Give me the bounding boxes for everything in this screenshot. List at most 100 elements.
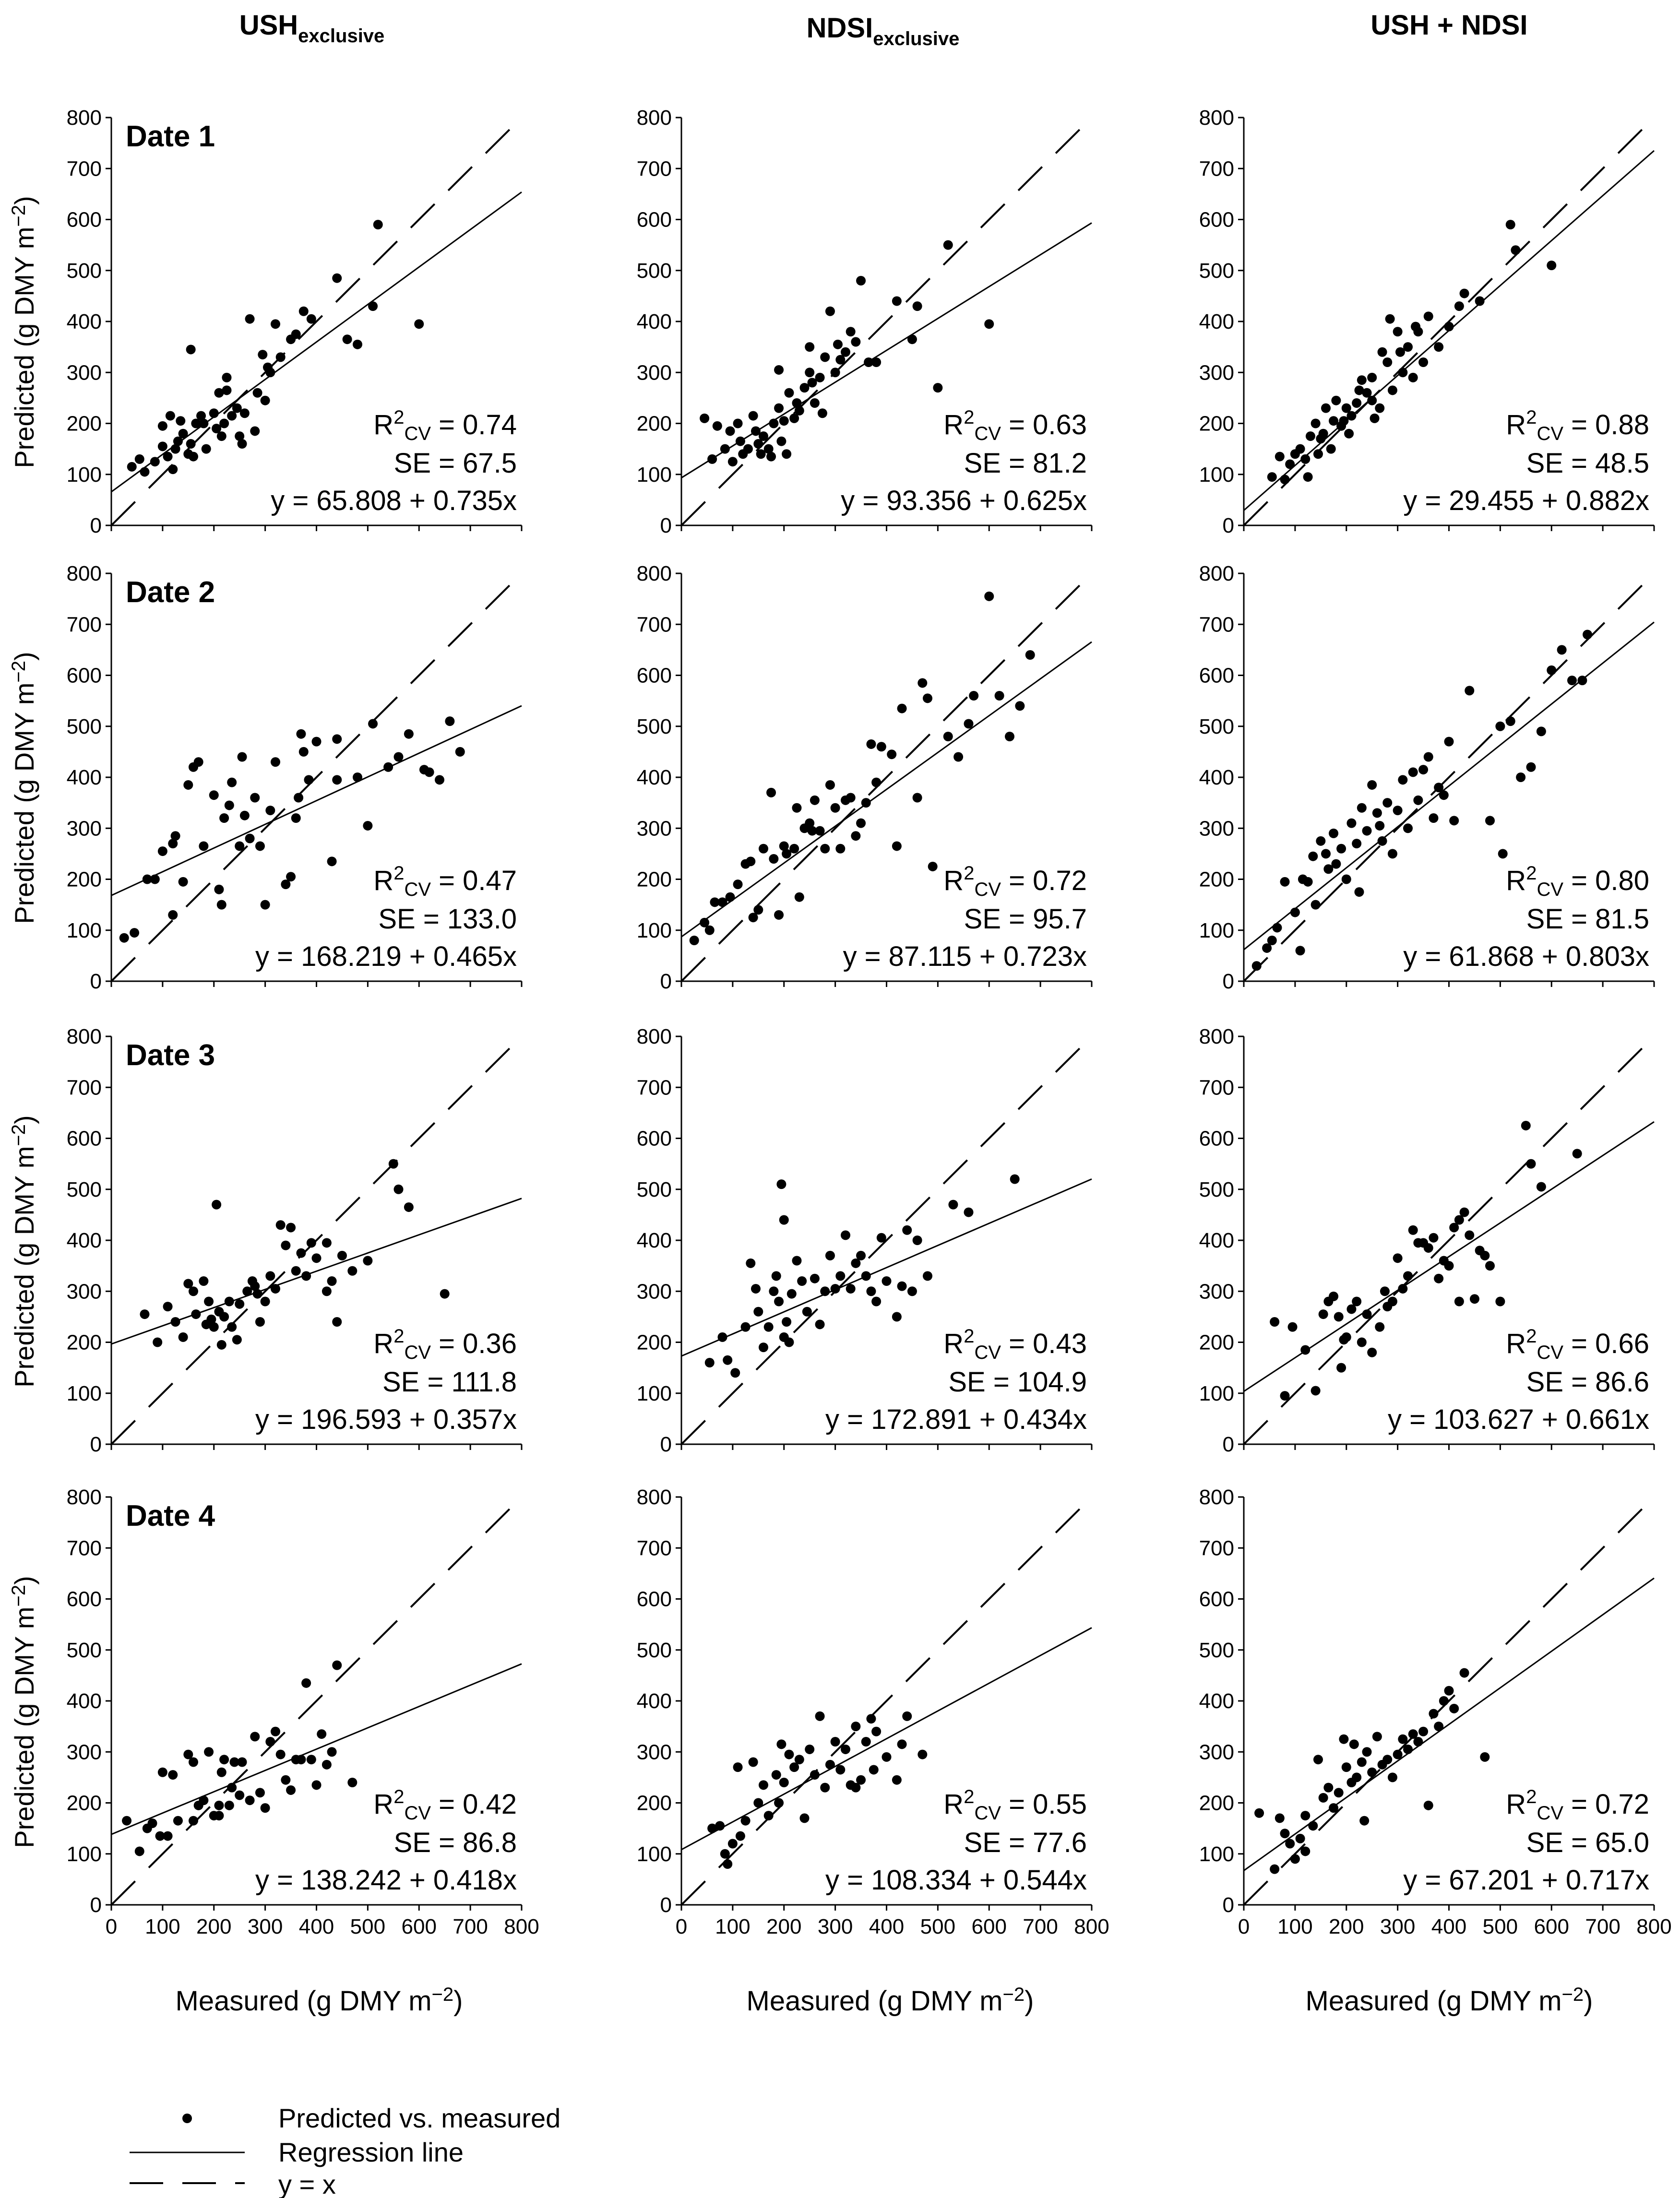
data-point — [1395, 347, 1405, 357]
data-point — [835, 355, 846, 365]
y-tick-label: 600 — [637, 664, 672, 688]
data-point — [214, 884, 224, 894]
panel-r1-c3: 0 100 200 300 400 500 600 700 800 R2CV = 0.88 SE =… — [1199, 106, 1655, 537]
equation-label: y = 172.891 + 0.434x — [825, 1404, 1087, 1435]
data-point — [866, 739, 876, 749]
data-point — [943, 240, 953, 250]
data-point — [255, 1317, 265, 1327]
data-point — [173, 436, 183, 446]
data-point — [140, 1309, 150, 1319]
data-point — [1329, 416, 1339, 426]
data-point — [933, 383, 943, 393]
data-point — [861, 798, 871, 808]
r2-label: R2CV = 0.66 — [1506, 1326, 1649, 1363]
data-point — [866, 1714, 876, 1724]
data-point — [1403, 823, 1413, 833]
data-point — [1251, 961, 1262, 971]
data-point — [746, 856, 756, 867]
data-point — [856, 276, 866, 285]
data-point — [689, 936, 699, 945]
y-tick-label: 300 — [67, 817, 102, 840]
data-point — [134, 1846, 144, 1856]
y-tick-label: 200 — [1199, 868, 1234, 891]
data-point — [157, 421, 167, 431]
y-axis-label-row-3: Predicted (g DMY m−2) — [8, 1115, 39, 1387]
data-point — [237, 1757, 247, 1767]
data-point — [871, 777, 882, 787]
y-tick-label: 200 — [67, 412, 102, 436]
data-point — [1429, 1233, 1439, 1243]
data-point — [1465, 1230, 1475, 1240]
data-point — [332, 1660, 342, 1670]
data-point — [792, 1256, 802, 1266]
data-point — [774, 1798, 784, 1808]
y-tick-label: 0 — [660, 1893, 672, 1917]
y-tick-label: 500 — [637, 1178, 672, 1201]
data-point — [1465, 686, 1475, 696]
data-point — [306, 1238, 316, 1248]
y-tick-label: 200 — [1199, 1331, 1234, 1354]
data-point — [789, 413, 799, 423]
data-point — [142, 874, 152, 884]
data-point — [1423, 1243, 1433, 1253]
data-point — [1526, 762, 1536, 772]
data-point — [782, 1317, 792, 1327]
data-point — [897, 1281, 907, 1291]
data-point — [165, 411, 175, 421]
legend-regression-label: Regression line — [278, 2137, 464, 2167]
data-point — [1495, 1296, 1505, 1307]
y-tick-label: 700 — [1199, 1536, 1234, 1560]
data-point — [1362, 1747, 1372, 1757]
data-point — [147, 1818, 157, 1828]
data-point — [1449, 1703, 1459, 1713]
identity-line — [110, 572, 523, 982]
data-point — [1439, 790, 1449, 800]
x-tick-label: 400 — [1431, 1915, 1466, 1938]
data-point — [953, 752, 964, 762]
data-point — [373, 220, 383, 230]
data-point — [1275, 451, 1285, 462]
data-point — [1300, 1811, 1311, 1821]
identity-line — [1243, 572, 1655, 982]
data-point — [235, 841, 245, 851]
data-point — [150, 874, 160, 884]
date-label: Date 1 — [126, 120, 215, 153]
y-tick-label: 600 — [1199, 1127, 1234, 1151]
data-point — [1536, 1182, 1546, 1192]
regression-line — [111, 1663, 522, 1835]
data-point — [1357, 803, 1367, 813]
y-tick-label: 800 — [67, 106, 102, 130]
data-point — [710, 897, 720, 907]
x-tick-label: 300 — [248, 1915, 283, 1938]
data-point — [748, 411, 758, 421]
data-point — [774, 1296, 784, 1307]
y-tick-label: 0 — [90, 1893, 102, 1917]
data-point — [204, 1296, 214, 1307]
equation-label: y = 29.455 + 0.882x — [1403, 485, 1649, 516]
y-tick-label: 600 — [637, 208, 672, 232]
y-tick-label: 0 — [1223, 514, 1234, 537]
data-point — [815, 372, 825, 382]
data-point — [1423, 1800, 1433, 1810]
data-point — [219, 1312, 229, 1322]
data-point — [1459, 288, 1469, 298]
data-point — [748, 1757, 758, 1767]
data-point — [907, 334, 917, 345]
data-point — [255, 841, 265, 851]
data-point — [846, 793, 856, 803]
data-point — [219, 813, 229, 823]
r2-label: R2CV = 0.80 — [1506, 863, 1649, 900]
y-tick-label: 500 — [67, 259, 102, 283]
data-point — [235, 1299, 245, 1309]
data-point — [271, 757, 280, 767]
data-point — [1025, 650, 1035, 660]
data-point — [869, 1765, 879, 1775]
data-point — [743, 444, 753, 454]
data-point — [291, 1266, 301, 1276]
data-point — [260, 900, 270, 910]
data-point — [892, 841, 902, 851]
data-point — [347, 1778, 357, 1787]
identity-line — [680, 117, 1093, 526]
data-point — [1323, 864, 1334, 874]
data-point — [759, 1780, 768, 1790]
